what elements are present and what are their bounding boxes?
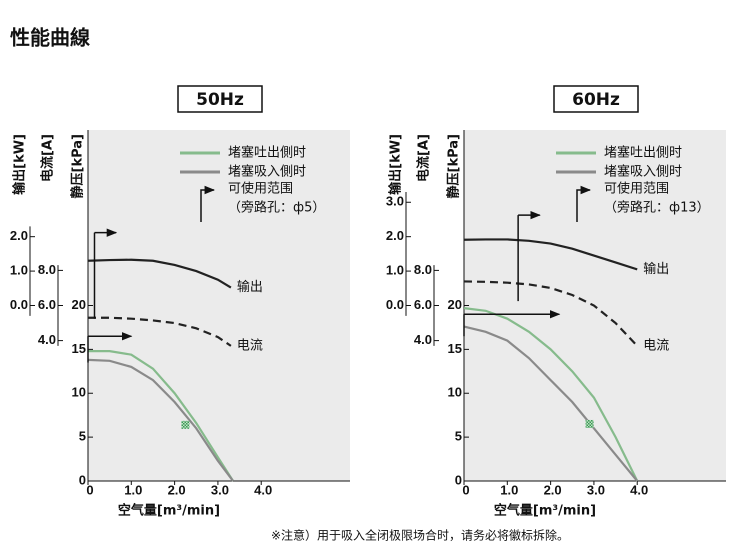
y3-tick-label: 2.0 [10, 228, 28, 243]
x-tick-label: 3.0 [587, 482, 605, 497]
y-tick-label: 15 [72, 341, 86, 356]
legend-label: 堵塞吐出側时 [228, 145, 306, 161]
y3-tick-label: 1.0 [10, 263, 28, 278]
y-tick-label: 10 [72, 385, 86, 400]
y-tick-label: 0 [79, 472, 86, 487]
chart-title: 60Hz [572, 90, 620, 110]
note: ※注意）用于吸入全闭极限场合时，请务必将徽标拆除。 [271, 528, 569, 543]
curve-label: 输出 [237, 279, 263, 295]
range-label: 可使用范围 [228, 181, 293, 197]
y2-axis-label: 电流[A] [416, 134, 432, 182]
y2-tick-label: 4.0 [414, 332, 432, 347]
y-tick-label: 5 [455, 429, 462, 444]
range-label: （旁路孔：ф5） [228, 200, 325, 216]
y2-tick-label: 6.0 [414, 297, 432, 312]
y-axis-label: 静压[kPa] [70, 134, 86, 198]
legend-label: 堵塞吸入側时 [228, 164, 306, 180]
page-title: 性能曲線 [10, 26, 90, 50]
range-legend-flag [576, 185, 592, 222]
series-line [463, 280, 639, 347]
x-tick-label: 1.0 [500, 482, 518, 497]
series-line [88, 350, 235, 482]
y-tick-label: 20 [72, 297, 86, 312]
y3-tick-label: 0.0 [10, 297, 28, 312]
y3-axis-label: 输出[kW] [12, 134, 28, 195]
y3-tick-label: 0.0 [386, 297, 404, 312]
x-tick-label: 3.0 [211, 482, 229, 497]
y-tick-label: 5 [79, 429, 86, 444]
series-line [87, 258, 232, 289]
x-axis-label: 空气量[m³/min] [118, 503, 220, 519]
y3-tick-label: 3.0 [386, 194, 404, 209]
range-label: （旁路孔：ф13） [604, 200, 710, 216]
curve-label: 电流 [643, 338, 669, 353]
x-tick-label: 0 [462, 482, 469, 497]
plot-area [88, 130, 350, 481]
y-axis-label: 静压[kPa] [446, 134, 462, 198]
series-line [463, 238, 638, 271]
y3-tick-label: 1.0 [386, 263, 404, 278]
series-line [463, 307, 639, 482]
x-tick-label: 4.0 [630, 482, 648, 497]
marker [585, 419, 594, 428]
x-tick-label: 1.0 [124, 482, 142, 497]
y2-tick-label: 8.0 [38, 262, 56, 277]
y2-tick-label: 4.0 [38, 332, 56, 347]
chart-title: 50Hz [196, 90, 244, 110]
x-axis-label: 空气量[m³/min] [494, 503, 596, 519]
y3-tick-label: 2.0 [386, 228, 404, 243]
series-line [87, 358, 234, 482]
y2-axis-label: 电流[A] [40, 134, 56, 182]
y-tick-label: 15 [448, 341, 462, 356]
legend-label: 堵塞吸入側时 [604, 164, 682, 180]
legend-label: 堵塞吐出側时 [604, 145, 682, 161]
y3-axis-label: 输出[kW] [388, 134, 404, 195]
curve-label: 电流 [237, 338, 263, 353]
x-tick-label: 4.0 [254, 482, 272, 497]
y2-tick-label: 8.0 [414, 262, 432, 277]
x-tick-label: 2.0 [544, 482, 562, 497]
x-tick-label: 2.0 [168, 482, 186, 497]
range-legend-flag [200, 185, 216, 222]
y-tick-label: 0 [455, 472, 462, 487]
y2-tick-label: 6.0 [38, 297, 56, 312]
marker [181, 420, 190, 429]
header-box [177, 85, 263, 113]
header-box [553, 85, 639, 113]
series-line [463, 325, 639, 482]
x-tick-label: 0 [86, 482, 93, 497]
y-tick-label: 10 [448, 385, 462, 400]
y-tick-label: 20 [448, 297, 462, 312]
range-label: 可使用范围 [604, 181, 669, 197]
curve-label: 输出 [643, 261, 669, 277]
